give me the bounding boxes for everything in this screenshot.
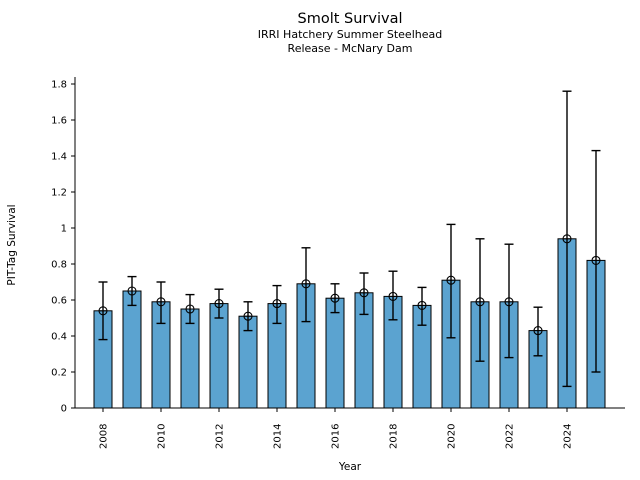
bar-series	[93, 238, 606, 409]
x-tick-label: 2010	[157, 424, 168, 449]
error-bar-2008	[98, 281, 108, 341]
y-tick-label: 1	[61, 224, 67, 235]
error-bar-2025	[591, 149, 601, 373]
y-tick-label: 1.2	[51, 188, 67, 199]
y-tick-label: 0.4	[51, 332, 67, 343]
error-bar-2016	[330, 283, 340, 314]
error-bar-2017	[359, 272, 369, 316]
x-tick-label: 2008	[99, 424, 110, 449]
x-tick-label: 2014	[273, 424, 284, 449]
y-tick-label: 0.2	[51, 368, 67, 379]
axis-labels: PIT-Tag Survival Year	[6, 204, 362, 473]
error-bar-2022	[504, 243, 514, 359]
error-bar-2015	[301, 247, 311, 323]
error-bar-2010	[156, 281, 166, 325]
y-tick-label: 0.6	[51, 296, 67, 307]
x-tick-label: 2018	[389, 424, 400, 449]
error-bar-2014	[272, 284, 282, 325]
error-bar-2020	[446, 223, 456, 339]
chart-subtitle-line1: IRRI Hatchery Summer Steelhead	[257, 28, 443, 41]
chart-title: Smolt Survival	[297, 11, 403, 27]
x-tick-label: 2024	[563, 424, 574, 449]
y-axis-label: PIT-Tag Survival	[6, 204, 18, 285]
chart-title-block: Smolt Survival IRRI Hatchery Summer Stee…	[75, 10, 625, 55]
axes: 0 0.2 0.4 0.6 0.8 1 1.2 1.4 1.6 1.8 2008 2010 2012 20…	[51, 77, 625, 449]
x-axis-label: Year	[338, 461, 362, 473]
y-tick-label: 1.4	[51, 152, 67, 163]
bar-2012	[209, 303, 229, 409]
error-bar-2021	[475, 238, 485, 362]
error-bar-2012	[214, 288, 224, 319]
x-tick-label: 2012	[215, 424, 226, 449]
error-bars	[98, 90, 601, 388]
y-tick-label: 1.6	[51, 116, 67, 127]
error-bar-2009	[127, 275, 137, 307]
chart-subtitle-line2: Release - McNary Dam	[287, 41, 413, 55]
y-tick-label: 1.8	[51, 80, 67, 91]
y-tick-label: 0.8	[51, 260, 67, 271]
error-bar-2018	[388, 270, 398, 321]
x-tick-label: 2022	[505, 424, 516, 449]
y-tick-label: 0	[61, 404, 67, 415]
error-bar-2011	[185, 293, 195, 325]
error-bar-2023	[533, 306, 543, 357]
error-bar-2024	[562, 90, 572, 388]
bar-2016	[325, 297, 345, 409]
error-bar-2013	[243, 301, 253, 332]
error-bar-2019	[417, 286, 427, 326]
x-tick-label: 2016	[331, 424, 342, 449]
bar-2009	[122, 290, 142, 409]
x-tick-label: 2020	[447, 424, 458, 449]
